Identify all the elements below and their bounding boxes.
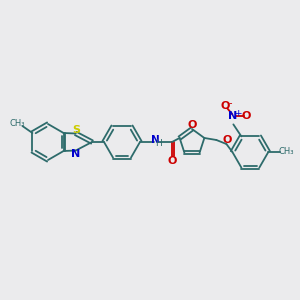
Text: O: O (242, 111, 251, 122)
Text: N: N (228, 111, 237, 122)
Text: H: H (154, 140, 161, 148)
Text: O: O (223, 135, 232, 145)
Text: -: - (229, 98, 232, 108)
Text: N: N (151, 135, 159, 145)
Text: O: O (167, 156, 177, 166)
Text: CH₃: CH₃ (279, 148, 294, 157)
Text: +: + (234, 109, 241, 118)
Text: S: S (72, 125, 80, 135)
Text: CH₃: CH₃ (10, 119, 25, 128)
Text: O: O (221, 101, 230, 111)
Text: N: N (71, 149, 80, 159)
Text: O: O (187, 120, 197, 130)
